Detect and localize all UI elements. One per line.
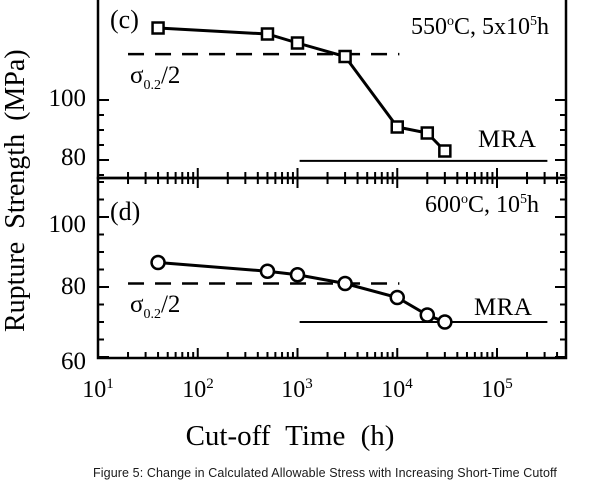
y-tick-label-d-100: 100 <box>48 211 87 238</box>
marker-circle <box>337 275 353 292</box>
marker-circle <box>289 267 306 283</box>
mra-label-c: MRA <box>478 126 537 153</box>
x-ticks-divider-down <box>97 178 559 188</box>
y-tick-label-c-100: 100 <box>48 85 87 112</box>
marker-circle <box>259 263 276 279</box>
condition-label-c: 550oC, 5x105h <box>410 14 549 40</box>
x-tick-label-10e1: 101 <box>82 376 114 403</box>
marker-circle <box>389 289 405 306</box>
y-tick-label-d-80: 80 <box>61 273 86 300</box>
x-tick-label-10e4: 104 <box>381 376 413 403</box>
series-markers-d <box>150 254 453 330</box>
marker-circle <box>437 314 453 330</box>
marker-square <box>338 49 352 64</box>
panel-d-y-ticks <box>98 181 566 358</box>
marker-circle <box>150 254 166 271</box>
x-ticks-divider-up <box>97 168 559 178</box>
marker-square <box>390 120 404 134</box>
x-tick-label-10e2: 102 <box>182 376 214 403</box>
x-ticks-bottom <box>97 348 559 358</box>
marker-square <box>260 27 275 41</box>
panel-label-d: (d) <box>110 197 141 226</box>
x-axis-title: Cut-off Time (h) <box>185 420 395 452</box>
marker-square <box>290 36 305 50</box>
figure-caption: Figure 5: Change in Calculated Allowable… <box>93 466 557 480</box>
sigma-label-c: σ0.2/2 <box>130 62 181 93</box>
y-axis-title: Rupture Strength (MPa) <box>0 49 31 333</box>
marker-circle <box>419 307 436 323</box>
panel-c-y-ticks <box>98 99 566 176</box>
mra-label-d: MRA <box>474 294 533 321</box>
condition-label-d: 600oC, 105h <box>424 192 539 218</box>
x-tick-label-10e3: 103 <box>281 376 313 403</box>
marker-square <box>420 126 435 140</box>
series-markers-c <box>151 21 452 158</box>
y-tick-label-d-60: 60 <box>61 348 86 375</box>
panel-d-frame <box>96 176 568 360</box>
marker-square <box>151 21 165 35</box>
x-tick-label-10e5: 105 <box>481 376 513 403</box>
panel-label-c: (c) <box>110 5 139 34</box>
sigma-label-d: σ0.2/2 <box>130 291 181 322</box>
marker-square <box>438 144 452 158</box>
y-tick-label-c-80: 80 <box>61 144 86 171</box>
